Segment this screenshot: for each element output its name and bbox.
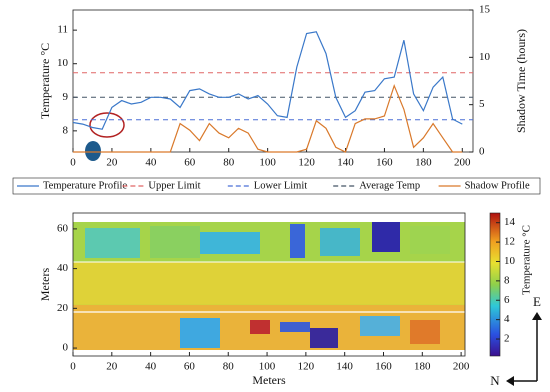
x-tick-label: 60 (184, 157, 196, 169)
x-tick-label: 0 (70, 157, 76, 169)
x-tick-label: 120 (298, 157, 315, 169)
y-tick-label: 9 (63, 91, 69, 103)
series-line (72, 31, 463, 130)
x-tick-label: 80 (223, 361, 235, 373)
legend-label: Shadow Profile (465, 180, 530, 191)
y-tick-label: 8 (63, 124, 69, 136)
x-tick-label: 20 (106, 361, 118, 373)
legend-label: Temperature Profile (43, 180, 127, 191)
colorbar-tick-label: 10 (504, 255, 516, 267)
y-tick-label: 40 (57, 262, 69, 274)
x-tick-label: 180 (414, 361, 431, 373)
x-axis-label: Meters (252, 373, 286, 387)
legend-label: Lower Limit (254, 180, 307, 191)
colorbar-tick-label: 14 (504, 216, 516, 228)
x-tick-label: 180 (415, 157, 432, 169)
x-tick-label: 200 (454, 157, 471, 169)
colorbar (489, 212, 501, 357)
x-tick-label: 120 (298, 361, 315, 373)
x-tick-label: 200 (453, 361, 470, 373)
y2-tick-label: 10 (479, 51, 491, 63)
y-tick-label: 60 (57, 222, 69, 234)
legend-label: Average Temp (359, 180, 420, 191)
colorbar-tick-label: 2 (504, 333, 510, 345)
colorbar-label: Temperature °C (521, 225, 533, 295)
colorbar-tick-label: 12 (504, 236, 515, 248)
compass-label: N (490, 373, 500, 388)
x-tick-label: 20 (106, 157, 118, 169)
y-tick-label: 0 (63, 342, 69, 354)
y-tick-label: 20 (57, 302, 69, 314)
y-tick-label: 10 (57, 57, 69, 69)
compass (506, 312, 542, 386)
y2-tick-label: 15 (479, 4, 491, 16)
y-axis-label: Temperature °C (38, 43, 52, 119)
colorbar-tick-label: 8 (504, 274, 510, 286)
legend-box (12, 177, 541, 195)
x-tick-label: 60 (184, 361, 196, 373)
marker-ellipse (85, 141, 101, 161)
x-tick-label: 80 (223, 157, 235, 169)
x-tick-label: 40 (145, 361, 157, 373)
series-line (73, 83, 463, 153)
y2-tick-label: 0 (479, 146, 485, 158)
x-tick-label: 0 (70, 361, 76, 373)
thermal-map (73, 222, 465, 350)
x-tick-label: 160 (376, 157, 393, 169)
highlight-ellipse (89, 112, 125, 138)
x-tick-label: 140 (337, 157, 354, 169)
x-tick-label: 140 (336, 361, 353, 373)
y-tick-label: 11 (57, 24, 68, 36)
plot-frame (72, 212, 466, 357)
colorbar-tick-label: 4 (504, 313, 510, 325)
x-tick-label: 160 (375, 361, 392, 373)
compass-label: E (533, 294, 541, 309)
y-axis-label: Meters (38, 268, 52, 302)
y2-axis-label: Shadow Time (hours) (514, 29, 528, 133)
y2-tick-label: 5 (479, 98, 485, 110)
legend-label: Upper Limit (148, 180, 200, 191)
x-tick-label: 100 (259, 361, 276, 373)
colorbar-tick-label: 6 (504, 294, 510, 306)
plot-frame (72, 9, 474, 153)
x-tick-label: 100 (259, 157, 276, 169)
x-tick-label: 40 (145, 157, 157, 169)
